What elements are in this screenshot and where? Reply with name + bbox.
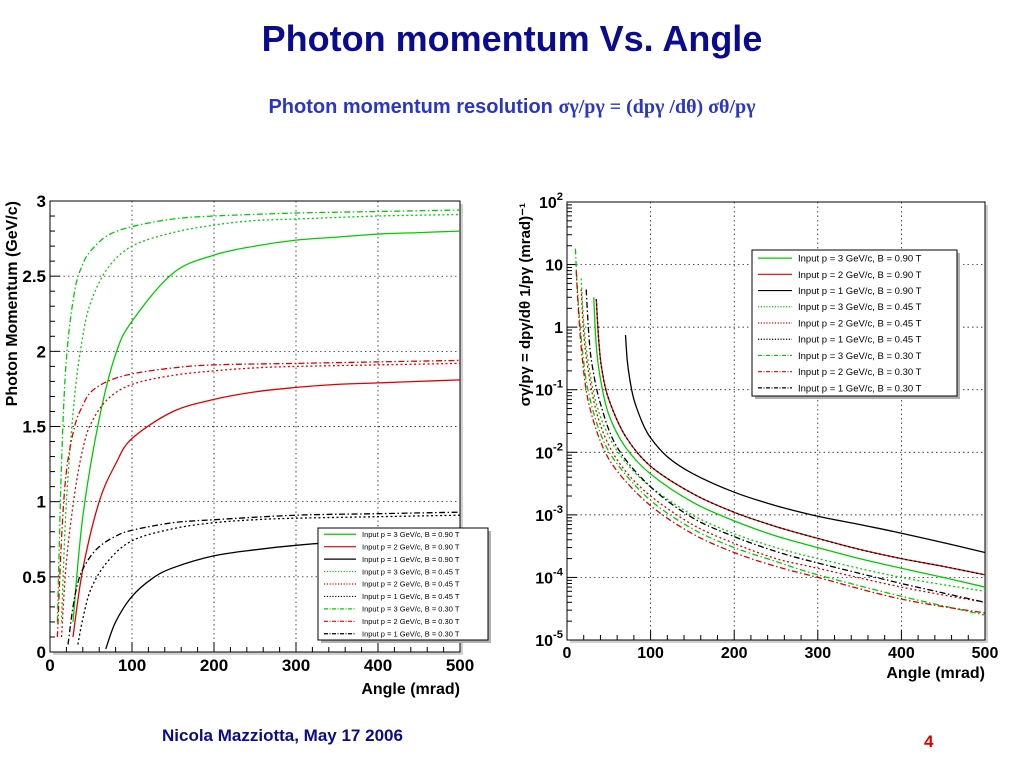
x-tick-label: 100 [637, 645, 664, 662]
legend-entry: Input p = 2 GeV/c, B = 0.90 T [362, 542, 460, 551]
series-line-9 [67, 511, 460, 645]
x-tick-label: 500 [972, 645, 999, 662]
x-axis-label: Angle (mrad) [886, 665, 985, 682]
x-tick-label: 200 [721, 645, 748, 662]
series-line-1 [72, 230, 460, 622]
slide-subtitle: Photon momentum resolution σγ/pγ = (dpγ … [0, 96, 1024, 119]
momentum-vs-angle-chart: 0 100 200 300 400 500 0 0.5 1 1.5 2 2.5 3 Angle (mrad… [4, 192, 491, 698]
series-line-5 [580, 289, 985, 603]
y-tick-label: 2.5 [22, 267, 46, 286]
resolution-vs-angle-chart: 0 100 200 300 400 500 10-5 10-4 10-3 10-2 10-1 1 10 1… [517, 191, 999, 682]
subtitle-formula: σγ/pγ = (dpγ /dθ) σθ/pγ [558, 96, 756, 118]
series-line-4 [60, 213, 460, 622]
y-tick-label: 102 [539, 191, 563, 212]
y-tick-label: 2 [37, 342, 46, 361]
series-line-6 [595, 299, 985, 576]
y-tick-label: 10-4 [535, 566, 564, 587]
x-tick-label: 500 [446, 656, 474, 675]
y-tick-label: 1 [554, 320, 563, 337]
legend-entry: Input p = 3 GeV/c, B = 0.90 T [798, 254, 922, 265]
series-line-3 [624, 334, 985, 554]
legend-entry: Input p = 2 GeV/c, B = 0.45 T [362, 580, 460, 589]
y-tick-label: 10-2 [535, 441, 563, 462]
x-tick-label: 100 [118, 656, 146, 675]
page-number: 4 [924, 732, 934, 751]
y-axis-label: σγ/pγ = dpγ/dθ 1/pγ (mrad)⁻¹ [517, 203, 534, 406]
y-tick-label: 0.5 [22, 568, 46, 587]
y-tick-label: 10 [545, 258, 563, 275]
legend-entry: Input p = 3 GeV/c, B = 0.45 T [362, 567, 460, 576]
legend-entry: Input p = 2 GeV/c, B = 0.30 T [798, 367, 922, 378]
x-tick-label: 0 [45, 656, 54, 675]
legend-entry: Input p = 1 GeV/c, B = 0.90 T [798, 286, 922, 297]
legend-entry: Input p = 1 GeV/c, B = 0.30 T [798, 383, 922, 394]
series-line-5 [60, 362, 460, 638]
legend-entry: Input p = 2 GeV/c, B = 0.90 T [798, 270, 922, 281]
series-line-1 [593, 297, 985, 588]
series-line-8 [56, 359, 460, 638]
x-tick-label: 300 [282, 656, 310, 675]
subtitle-text: Photon momentum resolution [268, 96, 559, 118]
legend: Input p = 3 GeV/c, B = 0.90 T Input p = 2… [751, 249, 960, 399]
x-axis-label: Angle (mrad) [361, 681, 460, 698]
y-tick-label: 10-5 [535, 629, 563, 650]
legend-entry: Input p = 3 GeV/c, B = 0.30 T [362, 605, 460, 614]
y-tick-label: 1 [37, 493, 46, 512]
x-tick-label: 200 [200, 656, 228, 675]
y-tick-label: 10-1 [535, 379, 563, 400]
series-line-7 [574, 248, 985, 616]
legend-entry: Input p = 1 GeV/c, B = 0.45 T [362, 592, 460, 601]
y-tick-label: 1.5 [22, 418, 46, 437]
legend-entry: Input p = 1 GeV/c, B = 0.30 T [362, 629, 460, 638]
slide-title: Photon momentum Vs. Angle [261, 18, 763, 59]
series-line-2 [72, 379, 460, 638]
x-tick-label: 300 [804, 645, 831, 662]
series-line-6 [77, 514, 460, 645]
x-tick-label: 400 [888, 645, 915, 662]
legend-entry: Input p = 2 GeV/c, B = 0.30 T [362, 617, 460, 626]
legend: Input p = 3 GeV/c, B = 0.90 T Input p = 2… [317, 527, 491, 643]
y-tick-label: 0 [37, 643, 46, 662]
y-axis-label: Photon Momentum (GeV/c) [4, 201, 21, 406]
y-tick-label: 10-3 [535, 504, 563, 525]
series-line-9 [585, 289, 985, 603]
series-line-4 [580, 278, 985, 592]
footer-author: Nicola Mazziotta, May 17 2006 [162, 726, 403, 745]
y-tick-label: 3 [37, 192, 46, 211]
legend-entry: Input p = 3 GeV/c, B = 0.90 T [362, 530, 460, 539]
x-tick-label: 400 [364, 656, 392, 675]
legend-entry: Input p = 3 GeV/c, B = 0.30 T [798, 351, 922, 362]
legend-entry: Input p = 2 GeV/c, B = 0.45 T [798, 318, 922, 329]
x-tick-label: 0 [563, 645, 572, 662]
legend-entry: Input p = 1 GeV/c, B = 0.90 T [362, 555, 460, 564]
legend-entry: Input p = 3 GeV/c, B = 0.45 T [798, 302, 922, 313]
series-group [574, 248, 985, 616]
legend-entry: Input p = 1 GeV/c, B = 0.45 T [798, 335, 922, 346]
series-line-7 [56, 209, 460, 622]
